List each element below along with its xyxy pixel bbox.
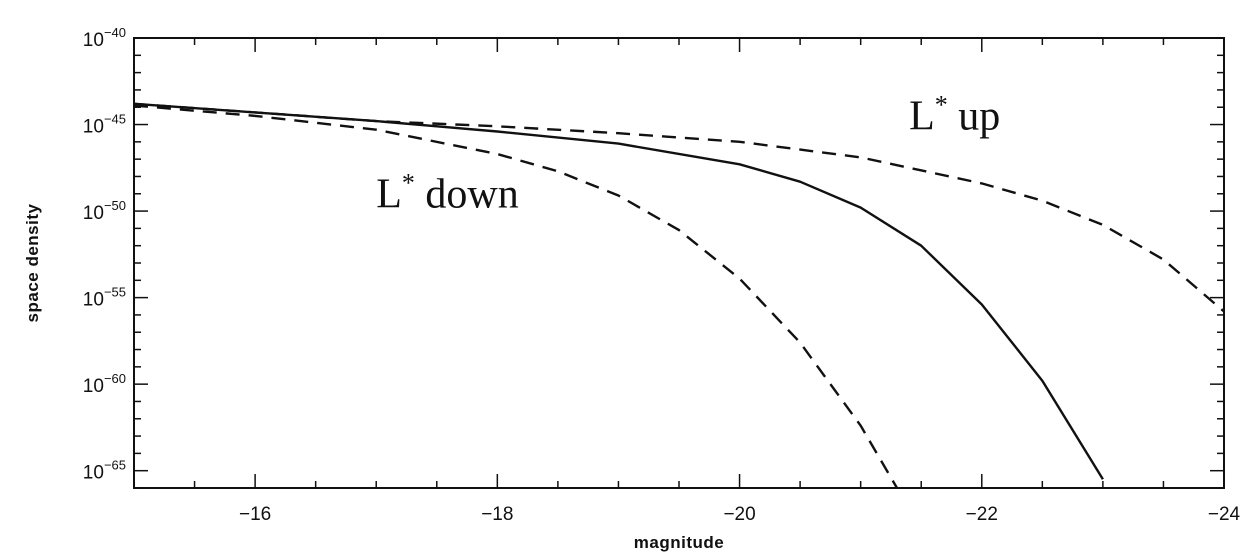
x-tick-labels: −16 −18 −20 −22 −24 — [239, 504, 1241, 525]
x-tick-label: −16 — [239, 504, 271, 525]
x-tick-label: −18 — [481, 504, 513, 525]
y-tick-label: 10−50 — [83, 198, 126, 224]
y-tick-label: 10−55 — [83, 285, 126, 311]
curve-annotation: L* up — [909, 91, 1000, 140]
y-tick-labels: 10−40 10−45 10−50 10−55 10−60 10−65 — [83, 25, 126, 484]
curve-annotation: L* down — [376, 169, 519, 218]
y-tick-label: 10−40 — [83, 25, 126, 51]
x-tick-label: −24 — [1208, 504, 1241, 525]
y-tick-label: 10−65 — [83, 458, 126, 484]
y-tick-label: 10−60 — [83, 371, 126, 397]
series-group — [133, 102, 1225, 489]
y-axis-title: space density — [23, 203, 42, 322]
annotations: L* up L* down — [376, 91, 1000, 218]
series-line-baseline — [133, 102, 1104, 480]
plot-frame — [133, 37, 1225, 489]
axis-ticks — [133, 37, 1225, 489]
series-line-l-up — [133, 102, 1225, 313]
series-line-l-down — [133, 104, 899, 489]
y-tick-label: 10−45 — [83, 112, 126, 138]
x-tick-label: −20 — [723, 504, 755, 525]
x-tick-label: −22 — [966, 504, 998, 525]
x-axis-title: magnitude — [634, 533, 724, 552]
